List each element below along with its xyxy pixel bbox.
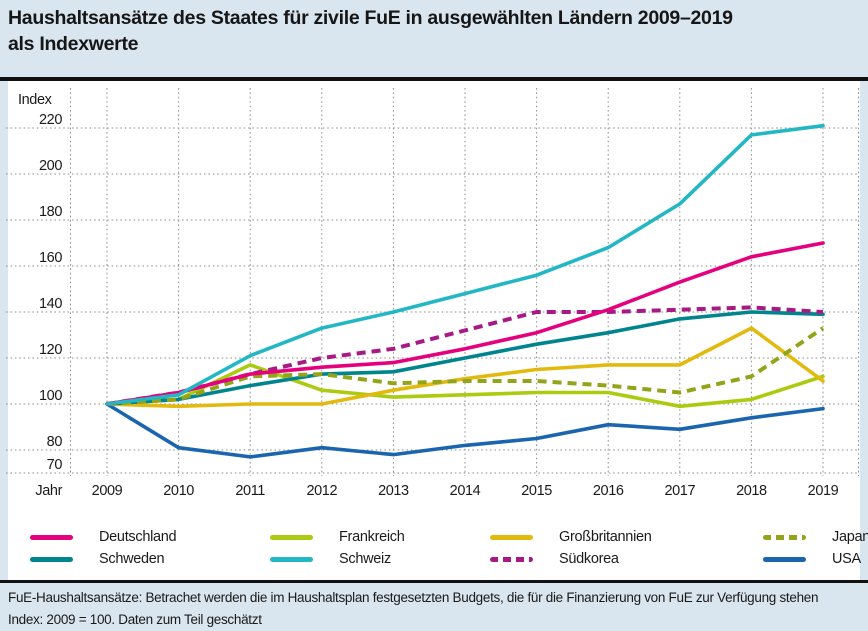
legend-label-japan: Japan bbox=[832, 529, 868, 545]
legend-swatch-schweden bbox=[30, 556, 73, 562]
x-tick-label-2009: 2009 bbox=[92, 483, 123, 499]
series-line-frankreich bbox=[105, 363, 825, 409]
legend-item-großbritannien: Großbritannien bbox=[490, 527, 652, 547]
x-axis-title: Jahr bbox=[35, 483, 62, 499]
x-tick-label-2012: 2012 bbox=[306, 483, 337, 499]
x-tick-label-2014: 2014 bbox=[450, 483, 481, 499]
y-tick-label-180: 180 bbox=[39, 204, 62, 220]
chart-canvas: 220 200 180 160 140 120 100 80 70 2009 2010 2011 201… bbox=[6, 88, 859, 499]
y-tick-label-220: 220 bbox=[39, 112, 62, 128]
legend-label-deutschland: Deutschland bbox=[99, 529, 177, 545]
legend-swatch-schweiz bbox=[270, 556, 313, 562]
legend-item-japan: Japan bbox=[763, 527, 868, 547]
series-line-japan bbox=[106, 326, 825, 406]
legend-label-usa: USA bbox=[832, 551, 861, 567]
legend-swatch-deutschland bbox=[30, 534, 73, 540]
x-tick-label-2016: 2016 bbox=[593, 483, 624, 499]
y-tick-label-80: 80 bbox=[47, 434, 63, 450]
legend-swatch-usa bbox=[763, 556, 806, 562]
legend-label-schweden: Schweden bbox=[99, 551, 165, 567]
y-axis-title: Index bbox=[18, 92, 53, 108]
legend-label-großbritannien: Großbritannien bbox=[559, 529, 652, 545]
x-tick-label-2013: 2013 bbox=[378, 483, 409, 499]
x-tick-label-2018: 2018 bbox=[736, 483, 767, 499]
chart-panel bbox=[8, 81, 860, 580]
y-tick-label-160: 160 bbox=[39, 250, 62, 266]
legend-label-frankreich: Frankreich bbox=[339, 529, 405, 545]
legend-swatch-großbritannien bbox=[490, 534, 533, 540]
footnote: FuE-Haushaltsansätze: Betrachet werden d… bbox=[8, 587, 868, 631]
legend-swatch-südkorea bbox=[490, 556, 533, 562]
figure-title-line1: Haushaltsansätze des Staates für zivile … bbox=[8, 7, 733, 29]
footnote-line1: FuE-Haushaltsansätze: Betrachet werden d… bbox=[8, 590, 819, 605]
x-tick-label-2019: 2019 bbox=[808, 483, 839, 499]
legend-swatch-japan bbox=[763, 534, 806, 540]
legend-swatch-frankreich bbox=[270, 534, 313, 540]
title-divider-rule bbox=[0, 77, 868, 81]
x-tick-label-2011: 2011 bbox=[235, 483, 265, 499]
y-tick-label-120: 120 bbox=[39, 342, 62, 358]
y-tick-label-200: 200 bbox=[39, 158, 62, 174]
legend-item-schweden: Schweden bbox=[30, 549, 165, 569]
legend-item-schweiz: Schweiz bbox=[270, 549, 391, 569]
y-tick-label-100: 100 bbox=[39, 388, 62, 404]
series-line-deutschland bbox=[105, 241, 825, 406]
legend-item-deutschland: Deutschland bbox=[30, 527, 177, 547]
figure-title-line2: als Indexwerte bbox=[8, 33, 139, 55]
x-tick-label-2010: 2010 bbox=[163, 483, 194, 499]
series-line-schweden bbox=[105, 310, 825, 406]
series-line-schweiz bbox=[105, 123, 825, 406]
legend-label-südkorea: Südkorea bbox=[559, 551, 619, 567]
y-tick-label-140: 140 bbox=[39, 296, 62, 312]
figure-title: Haushaltsansätze des Staates für zivile … bbox=[8, 5, 860, 57]
legend-item-usa: USA bbox=[763, 549, 861, 569]
footer-divider-rule bbox=[0, 580, 868, 583]
series-line-usa bbox=[105, 402, 825, 459]
x-tick-label-2015: 2015 bbox=[521, 483, 552, 499]
legend-item-südkorea: Südkorea bbox=[490, 549, 619, 569]
x-tick-label-2017: 2017 bbox=[664, 483, 695, 499]
legend-item-frankreich: Frankreich bbox=[270, 527, 405, 547]
y-tick-label-70: 70 bbox=[47, 457, 63, 473]
series-line-großbritannien bbox=[105, 326, 825, 409]
footnote-line2: Index: 2009 = 100. Daten zum Teil geschä… bbox=[8, 612, 262, 627]
legend-label-schweiz: Schweiz bbox=[339, 551, 391, 567]
